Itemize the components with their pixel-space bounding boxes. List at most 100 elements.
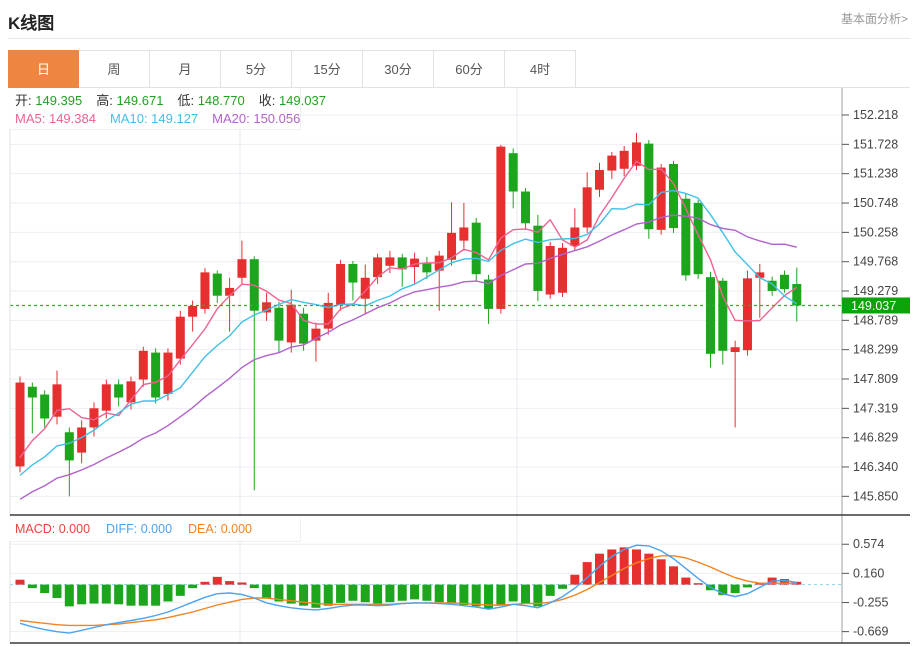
macd-hist-bar [15, 579, 25, 585]
price-axis-label: 146.829 [853, 431, 898, 445]
tab-60min[interactable]: 60分 [434, 50, 505, 88]
macd-hist-bar [459, 584, 469, 605]
tab-30min[interactable]: 30分 [363, 50, 434, 88]
candle-body [755, 272, 765, 278]
macd-hist-bar [274, 584, 284, 602]
candle-body [471, 222, 481, 275]
current-price-tag [842, 297, 910, 314]
candle-body [175, 316, 185, 359]
macd-hist-bar [730, 584, 740, 594]
candle-body [767, 280, 777, 291]
macd-hist-bar [151, 584, 161, 606]
candle-body [410, 258, 420, 267]
candle-body [718, 280, 728, 351]
candle-body [274, 307, 284, 341]
macd-hist-bar [89, 584, 99, 604]
macd-hist-bar [397, 584, 407, 601]
macd-hist-bar [582, 562, 592, 585]
readout-MA5: MA5: 149.384 [15, 111, 96, 126]
readout-DEA: DEA: 0.000 [188, 522, 252, 536]
candle-body [545, 246, 555, 295]
candle-body [188, 305, 198, 317]
chart-canvas[interactable]: 152.218 151.728 151.238 150.748 150.258 149.7… [8, 88, 910, 645]
candle-body [286, 304, 296, 343]
macd-hist-bar [484, 584, 494, 609]
macd-hist-bar [410, 584, 420, 600]
tab-day[interactable]: 日 [8, 50, 79, 88]
candle-body [385, 257, 395, 266]
candle-body [570, 227, 580, 247]
diff-line [19, 544, 797, 634]
macd-hist-bar [348, 584, 358, 601]
candle-body [225, 287, 235, 296]
tab-month[interactable]: 月 [150, 50, 221, 88]
candle-body [632, 142, 641, 166]
macd-hist-bar [299, 584, 309, 606]
macd-hist-bar [434, 584, 444, 603]
candle-body [323, 302, 333, 329]
price-axis-label: 148.299 [853, 343, 898, 357]
readout-DIFF: DIFF: 0.000 [106, 522, 173, 536]
candle-body [595, 169, 605, 190]
dea-line [19, 555, 797, 627]
candle-body [373, 257, 383, 278]
candle-body [336, 263, 346, 305]
candle-body [27, 386, 37, 398]
readout-收: 收: 149.037 [258, 93, 326, 108]
tab-4hour[interactable]: 4时 [505, 50, 576, 88]
candle-body [681, 198, 691, 276]
candle-body [101, 384, 111, 411]
price-axis-label: 151.238 [853, 167, 898, 181]
macd-hist-bar [496, 584, 506, 606]
candle-body [668, 163, 678, 229]
candle-body [582, 187, 592, 228]
candle-body [114, 384, 124, 398]
macd-axis-label: -0.255 [853, 596, 888, 610]
candle-body [693, 202, 703, 275]
ohlc-info-box: 开: 149.395 高: 149.671 低: 148.770 收: 149.037… [9, 88, 326, 130]
macd-hist-bar [101, 584, 111, 604]
candle-body [484, 279, 494, 309]
macd-hist-bar [200, 581, 210, 585]
macd-axis-label: -0.669 [853, 625, 888, 639]
candle-body [730, 347, 740, 353]
candle-body [521, 191, 531, 224]
price-axis-label: 147.809 [853, 372, 898, 386]
candle-body [779, 274, 789, 290]
macd-hist-bar [619, 547, 629, 585]
candle-body [15, 382, 25, 467]
macd-hist-bar [212, 576, 222, 585]
macd-hist-bar [779, 578, 789, 585]
macd-hist-bar [286, 584, 296, 604]
macd-hist-bar [77, 584, 87, 605]
readout-MACD: MACD: 0.000 [15, 522, 91, 536]
candle-body [360, 277, 370, 299]
candle-body [496, 146, 506, 309]
macd-hist-bar [693, 583, 703, 585]
ma20-line [19, 214, 797, 500]
candle-body [447, 232, 457, 260]
candle-body [705, 277, 715, 354]
tab-week[interactable]: 周 [79, 50, 150, 88]
macd-hist-bar [126, 584, 136, 606]
readout-MA20: MA20: 150.056 [212, 111, 301, 126]
macd-hist-bar [681, 577, 691, 585]
current-price-tag-label: 149.037 [851, 299, 896, 313]
tab-15min[interactable]: 15分 [292, 50, 363, 88]
tab-5min[interactable]: 5分 [221, 50, 292, 88]
macd-hist-bar [656, 559, 666, 585]
macd-hist-bar [64, 584, 74, 607]
candle-body [656, 167, 666, 230]
price-axis-label: 149.768 [853, 255, 898, 269]
candle-body [619, 150, 629, 169]
price-axis-label: 150.258 [853, 225, 898, 239]
macd-hist-bar [545, 584, 555, 596]
macd-hist-bar [163, 584, 173, 602]
candle-body [299, 313, 309, 344]
macd-axis-label: 0.574 [853, 537, 884, 551]
macd-hist-bar [138, 584, 148, 606]
macd-hist-bar [471, 584, 481, 607]
fundamental-analysis-link[interactable]: 基本面分析> [840, 12, 908, 26]
macd-hist-bar [237, 582, 247, 585]
readout-MA10: MA10: 149.127 [109, 111, 199, 126]
